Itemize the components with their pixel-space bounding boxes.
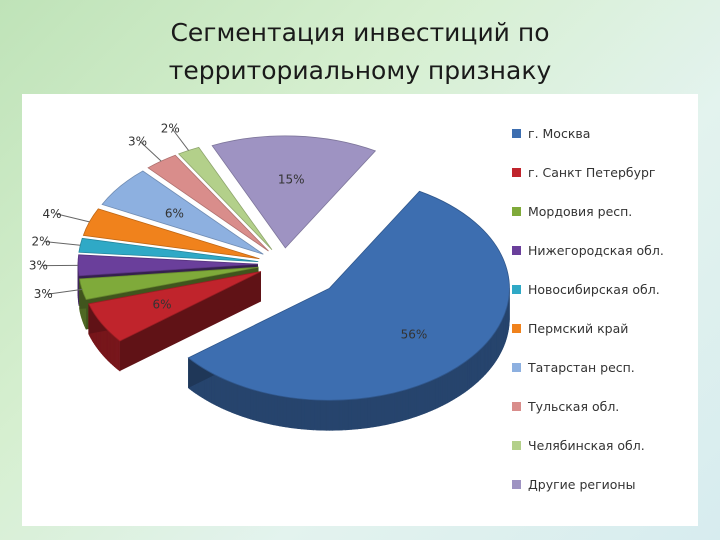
- legend-swatch: [512, 285, 521, 294]
- data-label-г-санкт-петербург: 6%: [153, 298, 172, 312]
- data-label-пермский-край: 4%: [43, 207, 62, 221]
- slide-title: Сегментация инвестиций по территориально…: [0, 14, 720, 90]
- pie-slice-татарстан-респ: [101, 170, 264, 255]
- legend-label: Челябинская обл.: [528, 438, 645, 453]
- data-label-тульская-обл: 3%: [128, 134, 147, 148]
- legend-label: Пермский край: [528, 321, 628, 336]
- legend-swatch: [512, 129, 521, 138]
- data-label-leader: [171, 128, 189, 151]
- data-label-мордовия-респ: 3%: [34, 287, 53, 301]
- pie-data-labels: 56% 6% 3% 3% 2% 4% 6% 3% 2% 15%: [29, 122, 427, 342]
- slide-title-line-2: территориальному признаку: [168, 56, 552, 85]
- legend-swatch: [512, 441, 521, 450]
- pie-chart: 56% 6% 3% 3% 2% 4% 6% 3% 2% 15% г. Москва г. Санкт …: [29, 122, 664, 492]
- legend-item-тульская-обл: Тульская обл.: [512, 399, 619, 414]
- legend-label: г. Москва: [528, 126, 590, 141]
- legend-label: Татарстан респ.: [527, 360, 635, 375]
- legend-swatch: [512, 480, 521, 489]
- legend-label: Мордовия респ.: [528, 204, 632, 219]
- data-label-татарстан-респ: 6%: [165, 206, 184, 220]
- pie-slice-другие-регионы: [211, 135, 377, 249]
- data-label-новосибирская-обл: 2%: [32, 235, 51, 249]
- legend-swatch: [512, 363, 521, 372]
- legend-label: Новосибирская обл.: [528, 282, 660, 297]
- legend-item-челябинская-обл: Челябинская обл.: [512, 438, 645, 453]
- legend-swatch: [512, 168, 521, 177]
- legend-item-нижегородская-обл: Нижегородская обл.: [512, 243, 664, 258]
- pie-slice-г-москва: [187, 190, 510, 431]
- legend-swatch: [512, 324, 521, 333]
- legend-label: Другие регионы: [528, 477, 635, 492]
- data-label-челябинская-обл: 2%: [161, 122, 180, 136]
- pie-slice-новосибирская-обл: [78, 237, 259, 263]
- legend-item-татарстан-респ: Татарстан респ.: [512, 360, 635, 375]
- legend-item-г-санкт-петербург: г. Санкт Петербург: [512, 165, 655, 180]
- chart-panel: 56% 6% 3% 3% 2% 4% 6% 3% 2% 15% г. Москва г. Санкт …: [22, 94, 698, 526]
- legend-label: Нижегородская обл.: [528, 243, 664, 258]
- legend-label: Тульская обл.: [527, 399, 619, 414]
- pie-slices: [77, 135, 510, 431]
- data-label-leader: [55, 213, 90, 223]
- data-label-другие-регионы: 15%: [278, 173, 305, 187]
- data-label-leader: [139, 140, 162, 162]
- data-label-leader: [44, 241, 81, 246]
- data-label-нижегородская-обл: 3%: [29, 259, 48, 273]
- pie-slice-пермский-край: [82, 208, 260, 260]
- legend-item-новосибирская-обл: Новосибирская обл.: [512, 282, 660, 297]
- legend-swatch: [512, 402, 521, 411]
- legend-item-другие-регионы: Другие регионы: [512, 477, 635, 492]
- legend-swatch: [512, 207, 521, 216]
- legend-swatch: [512, 246, 521, 255]
- pie-slice-тульская-обл: [147, 154, 269, 252]
- data-label-г-москва: 56%: [401, 328, 428, 342]
- legend-item-г-москва: г. Москва: [512, 126, 590, 141]
- data-label-leader: [47, 288, 83, 295]
- slide-title-line-1: Сегментация инвестиций по: [170, 18, 550, 47]
- chart-legend: г. Москва г. Санкт Петербург Мордовия респ…: [512, 126, 664, 492]
- legend-item-мордовия-респ: Мордовия респ.: [512, 204, 632, 219]
- legend-item-пермский-край: Пермский край: [512, 321, 628, 336]
- legend-label: г. Санкт Петербург: [528, 165, 655, 180]
- pie-slice-г-санкт-петербург: [88, 271, 262, 372]
